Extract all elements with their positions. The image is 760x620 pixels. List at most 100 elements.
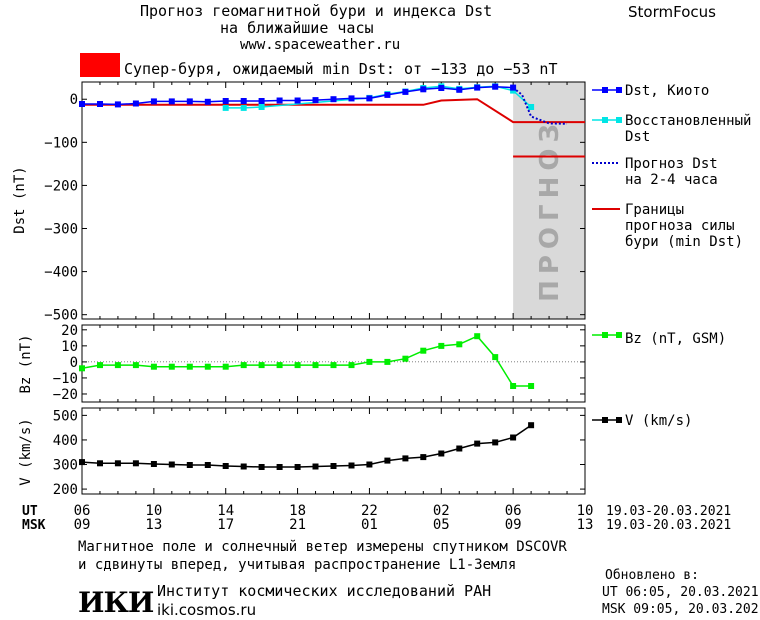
v-panel-frame: [81, 407, 586, 495]
v-point-24: [510, 434, 517, 441]
bz-point-19: [420, 347, 427, 354]
legend-bounds-1: Границы: [625, 202, 684, 218]
dst-kyoto-point-22: [474, 84, 481, 91]
y-tick-label-v-1: 400: [53, 433, 78, 449]
y-tick-label-dst-1: −100: [44, 135, 78, 151]
v-point-21: [456, 445, 463, 452]
y-tick-label-dst-4: −400: [44, 265, 78, 281]
bz-point-12: [294, 362, 301, 369]
v-point-3: [132, 460, 139, 467]
institute-website[interactable]: iki.cosmos.ru: [157, 601, 257, 619]
msk-tick-label-6: 09: [505, 517, 522, 533]
legend-forecast-2: на 2-4 часа: [625, 172, 718, 188]
msk-tick-label-7: 13: [577, 517, 594, 533]
bz-point-24: [510, 383, 517, 389]
v-point-2: [114, 460, 121, 467]
v-point-14: [330, 463, 337, 469]
bz-point-18: [402, 355, 409, 362]
ut-tick-label-7: 10: [577, 503, 594, 519]
v-point-22: [474, 440, 481, 447]
dst-kyoto-point-23: [492, 83, 499, 90]
v-point-23: [492, 439, 499, 446]
msk-tick-label-2: 17: [217, 517, 234, 533]
bz-point-8: [222, 363, 229, 370]
ut-tick-label-2: 14: [217, 503, 234, 519]
v-point-25: [528, 422, 535, 429]
dst-kyoto-point-13: [312, 97, 319, 104]
dst-forecast-line: [512, 86, 568, 125]
bz-point-9: [240, 362, 247, 369]
dst-kyoto-point-2: [114, 101, 121, 108]
dst-panel-frame: [81, 81, 586, 320]
dst-kyoto-point-17: [384, 91, 391, 98]
dst-kyoto-point-8: [222, 98, 229, 104]
dst-kyoto-point-11: [276, 97, 283, 104]
dst-kyoto-point-20: [438, 85, 445, 91]
ut-tick-label-0: 06: [74, 503, 91, 519]
dst-kyoto-point-9: [240, 98, 247, 104]
v-point-13: [312, 463, 319, 470]
dst-restored-point-2: [258, 104, 265, 110]
v-point-17: [384, 457, 391, 464]
bz-point-3: [132, 362, 139, 369]
warning-color-box: [80, 53, 120, 77]
bz-point-23: [492, 354, 499, 361]
v-point-16: [366, 461, 373, 468]
legend-bounds-2: прогноза силы: [625, 218, 735, 234]
dst-kyoto-point-1: [97, 101, 103, 107]
iki-logo: ИКИ: [78, 586, 154, 619]
v-axis-label: V (km/s): [18, 418, 34, 485]
legend-bz: Bz (nT, GSM): [625, 331, 726, 347]
website-link[interactable]: www.spaceweather.ru: [240, 37, 401, 53]
y-tick-label-bz-0: 20: [61, 323, 78, 339]
bz-point-11: [276, 362, 283, 369]
dst-kyoto-point-10: [258, 98, 265, 104]
v-point-18: [402, 455, 409, 462]
ut-axis-label: UT: [22, 504, 38, 519]
y-tick-label-bz-4: −20: [53, 387, 78, 403]
legend: Dst, Киото Восстановленный Dst Прогноз D…: [592, 83, 751, 429]
y-tick-label-bz-2: 0: [70, 355, 78, 371]
dst-kyoto-point-4: [150, 98, 157, 105]
legend-dst-marker-2: [616, 87, 622, 93]
v-point-6: [186, 462, 193, 468]
bz-point-6: [186, 363, 193, 370]
v-point-12: [294, 464, 301, 470]
y-tick-label-dst-2: −200: [44, 178, 78, 194]
footer-note-line2: и сдвинуты вперед, учитывая распростране…: [78, 557, 517, 573]
bz-point-16: [366, 358, 373, 365]
bz-point-17: [384, 358, 391, 365]
v-point-20: [438, 450, 445, 457]
bz-point-2: [114, 362, 121, 369]
legend-restored-2: Dst: [625, 129, 650, 145]
dst-kyoto-point-19: [420, 86, 427, 93]
dst-restored-point-1: [240, 104, 247, 111]
updated-ut: UT 06:05, 20.03.2021: [602, 585, 759, 600]
brand-label: StormFocus: [628, 3, 716, 21]
updated-msk: MSK 09:05, 20.03.2021: [602, 602, 760, 617]
v-point-9: [240, 463, 247, 470]
bz-point-5: [168, 363, 175, 370]
legend-forecast-1: Прогноз Dst: [625, 156, 718, 172]
dst-kyoto-point-7: [204, 98, 211, 105]
dst-kyoto-point-6: [186, 98, 193, 105]
bz-point-0: [79, 365, 85, 372]
bz-point-25: [528, 383, 535, 389]
dst-restored-point-12: [528, 104, 535, 110]
bz-point-7: [204, 363, 211, 370]
chart-title-line1: Прогноз геомагнитной бури и индекса Dst: [140, 2, 493, 20]
msk-tick-label-1: 13: [145, 517, 162, 533]
bz-point-1: [97, 362, 103, 369]
msk-date-range: 19.03-20.03.2021: [606, 518, 731, 533]
dst-kyoto-point-24: [510, 84, 517, 91]
v-point-5: [168, 461, 175, 468]
y-tick-label-dst-0: 0: [70, 92, 78, 108]
msk-axis-label: MSK: [22, 518, 46, 533]
y-tick-label-v-0: 500: [53, 408, 78, 424]
ut-tick-label-4: 22: [361, 503, 378, 519]
legend-dst-marker: [602, 87, 608, 93]
v-point-0: [79, 459, 85, 466]
v-point-8: [222, 463, 229, 469]
institute-name: Институт космических исследований РАН: [157, 582, 492, 600]
v-line: [81, 424, 532, 468]
